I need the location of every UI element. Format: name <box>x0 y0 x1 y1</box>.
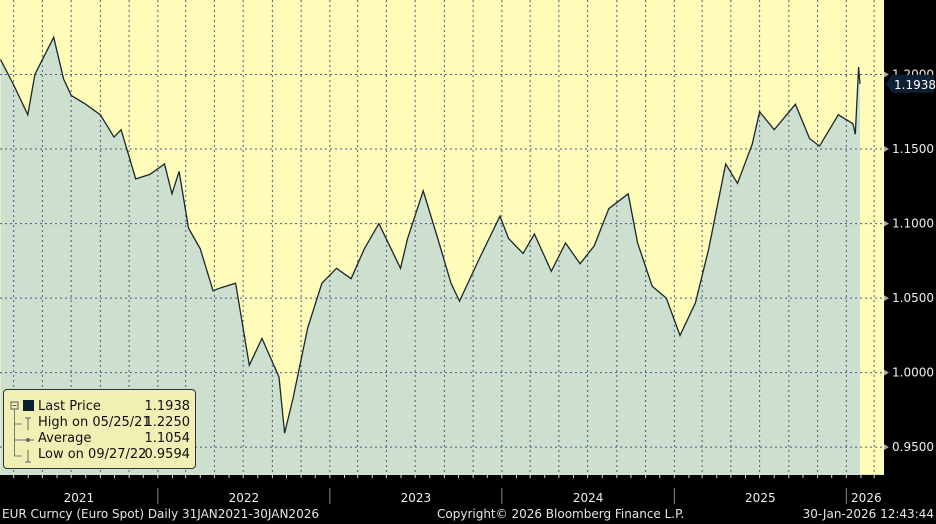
x-tick-label: 2023 <box>401 491 432 505</box>
footer-timestamp: 30-Jan-2026 12:43:44 <box>802 507 934 521</box>
y-tick <box>884 444 889 451</box>
y-tick <box>884 220 889 227</box>
y-tick-label: 1.0500 <box>892 291 934 305</box>
legend-average: Average 1.1054 <box>38 431 190 446</box>
x-tick-label: 2024 <box>573 491 604 505</box>
x-axis-panel <box>0 474 936 524</box>
x-tick-label: 2026 <box>851 491 882 505</box>
footer-security: EUR Curncy (Euro Spot) Daily 31JAN2021-3… <box>2 507 319 521</box>
legend-high: High on 05/25/21 1.2250 <box>38 415 190 430</box>
price-line <box>0 35 861 434</box>
last-price-label: 1.1938 <box>894 78 936 92</box>
y-tick-label: 1.1500 <box>892 142 934 156</box>
x-tick-label: 2025 <box>745 491 776 505</box>
x-tick-label: 2022 <box>229 491 260 505</box>
x-tick-label: 2021 <box>64 491 95 505</box>
last-price-tag <box>886 74 934 93</box>
legend: Last Price 1.1938 High on 05/25/21 1.2250 … <box>3 389 196 469</box>
y-tick <box>884 146 889 153</box>
y-tick <box>884 369 889 376</box>
legend-last-price: Last Price 1.1938 <box>38 399 190 414</box>
y-tick <box>884 295 889 302</box>
y-tick-label: 1.1000 <box>892 217 934 231</box>
legend-low: Low on 09/27/22 0.9594 <box>38 447 190 462</box>
y-tick <box>884 71 889 78</box>
footer-copyright: Copyright© 2026 Bloomberg Finance L.P. <box>437 507 685 521</box>
legend-tree-icon <box>10 400 34 463</box>
price-area <box>0 37 860 475</box>
y-tick-label: 0.9500 <box>892 440 934 454</box>
y-tick-label: 1.0000 <box>892 366 934 380</box>
